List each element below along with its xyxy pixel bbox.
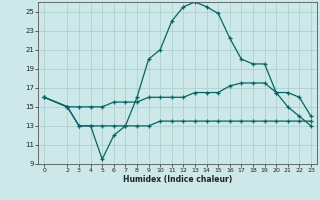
X-axis label: Humidex (Indice chaleur): Humidex (Indice chaleur) <box>123 175 232 184</box>
